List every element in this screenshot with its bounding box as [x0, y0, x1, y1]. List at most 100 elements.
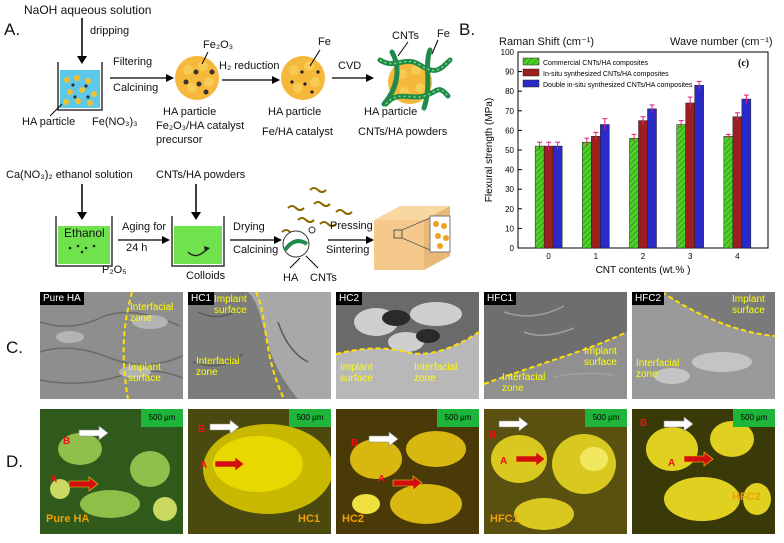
- hours-label: 24 h: [126, 242, 148, 254]
- y-tick-label: 60: [505, 126, 514, 135]
- fluo-label: HFC1: [490, 513, 519, 525]
- y-tick-label: 0: [510, 244, 515, 253]
- precursor-label: precursor: [156, 134, 203, 146]
- sem-tag: HFC2: [632, 292, 665, 305]
- fe-label-top: Fe: [318, 36, 331, 48]
- scale-bar: 500 μm: [585, 409, 627, 427]
- sem-tag: HFC1: [484, 292, 517, 305]
- sem-label-1: Interfacial zone: [130, 302, 174, 324]
- y-tick-label: 30: [505, 185, 514, 194]
- aging-label: Aging for: [122, 221, 167, 233]
- y-tick-label: 90: [505, 68, 514, 77]
- feno3-label: Fe(NO₃)₃: [92, 116, 138, 128]
- legend-swatch: [522, 57, 540, 66]
- drying-label: Drying: [233, 221, 265, 233]
- scale-bar: 500 μm: [141, 409, 183, 427]
- marker-b: B: [640, 418, 648, 429]
- chart-top-left-label: Raman Shift (cm⁻¹): [499, 36, 595, 48]
- sem-tag: HC2: [336, 292, 363, 305]
- ha-particle-label-1: HA particle: [22, 116, 76, 128]
- panel-letter-c: C.: [6, 338, 23, 357]
- fe2o3-catalyst-label: Fe₂O₃/HA catalyst: [156, 120, 245, 132]
- fluo-image-hfc2: 500 μm HFC2: [632, 409, 775, 534]
- legend-swatch: [522, 79, 540, 88]
- panel-letter-a: A.: [4, 20, 21, 39]
- scale-bar: 500 μm: [733, 409, 775, 427]
- sem-label-1: Implant surface: [584, 346, 617, 368]
- naoh-label: NaOH aqueous solution: [24, 3, 152, 17]
- sem-image-hfc1: HFC1 Implant surface Interfacial zone: [484, 292, 627, 399]
- sem-label-1: Implant surface: [732, 294, 765, 316]
- fe-catalyst-label: Fe/HA catalyst: [262, 126, 333, 138]
- y-tick-label: 50: [505, 146, 514, 155]
- fe2o3-label: Fe₂O₃: [203, 39, 234, 51]
- y-tick-label: 10: [505, 224, 514, 233]
- sem-label-2: Interfacial zone: [502, 372, 546, 394]
- fluo-label: HFC2: [732, 491, 761, 503]
- scheme-b-graphics: [55, 184, 451, 270]
- sem-label-2: Interfacial zone: [414, 362, 458, 384]
- y-tick-label: 40: [505, 166, 514, 175]
- scale-bar: 500 μm: [437, 409, 479, 427]
- x-tick-label: 3: [688, 252, 693, 261]
- legend-label: Double in-situ synthesized CNTs/HA compo…: [543, 82, 693, 89]
- marker-b: B: [63, 436, 71, 447]
- cnts-ha-powders-label: CNTs/HA powders: [156, 169, 246, 181]
- colloids-label: Colloids: [186, 270, 226, 282]
- scheme-a-graphics: [49, 18, 453, 117]
- x-axis-label: CNT contents (wt.% ): [596, 265, 691, 276]
- sintering-label: Sintering: [326, 244, 370, 256]
- cnts-powders-label: CNTs/HA powders: [358, 126, 448, 138]
- dripping-label: dripping: [90, 25, 130, 37]
- scale-bar: 500 μm: [289, 409, 331, 427]
- y-tick-label: 100: [501, 48, 515, 57]
- marker-a: A: [378, 474, 386, 485]
- ha-particle-label-3: HA particle: [268, 106, 322, 118]
- fluo-image-hfc1: 500 μm HFC1: [484, 409, 627, 534]
- sem-label-2: Interfacial zone: [196, 356, 240, 378]
- cano3-label: Ca(NO₃)₂ ethanol solution: [6, 169, 133, 181]
- ethanol-label: Ethanol: [64, 226, 105, 240]
- cnts-label: CNTs: [392, 30, 419, 42]
- ha-label: HA: [283, 272, 299, 284]
- calcining-label: Calcining: [113, 82, 159, 94]
- sem-label-1: Implant surface: [340, 362, 373, 384]
- panel-tag: (c): [738, 58, 749, 69]
- marker-a: A: [500, 456, 508, 467]
- sem-image-hc1: HC1 Implant surface Interfacial zone: [188, 292, 331, 399]
- fluo-label: HC2: [342, 513, 365, 525]
- legend-label: In-situ synthesized CNTs/HA composites: [543, 71, 669, 78]
- marker-a: A: [50, 474, 58, 485]
- cvd-label: CVD: [338, 60, 362, 72]
- sem-label-2: Interfacial zone: [636, 358, 680, 380]
- ha-particle-label-4: HA particle: [364, 106, 418, 118]
- y-tick-label: 20: [505, 205, 514, 214]
- sem-image-hfc2: HFC2 Implant surface Interfacial zone: [632, 292, 775, 399]
- y-tick-label: 80: [505, 87, 514, 96]
- fluo-image-hc1: 500 μm HC1: [188, 409, 331, 534]
- legend-label: Commercial CNTs/HA composites: [543, 60, 649, 67]
- filtering-label: Filtering: [113, 56, 153, 68]
- legend-swatch: [522, 68, 540, 77]
- x-tick-label: 2: [641, 252, 646, 261]
- ha-particle-label-2: HA particle: [163, 106, 217, 118]
- chart-top-right-label: Wave number (cm⁻¹): [670, 36, 773, 48]
- sem-label-2: Implant surface: [128, 362, 161, 384]
- marker-b: B: [198, 424, 206, 435]
- fluo-image-pure-ha: 500 μm Pure HA: [40, 409, 183, 534]
- y-axis-label: Flexural strength (MPa): [484, 98, 495, 202]
- fluo-image-hc2: 500 μm HC2: [336, 409, 479, 534]
- calcining-b-label: Calcining: [233, 244, 279, 256]
- h2-reduction-label: H₂ reduction: [219, 60, 280, 72]
- x-tick-label: 1: [594, 252, 599, 261]
- fluo-label: HC1: [298, 513, 321, 525]
- sem-image-hc2: HC2 Implant surface Interfacial zone: [336, 292, 479, 399]
- cnts-b-label: CNTs: [310, 272, 337, 284]
- sem-tag: Pure HA: [40, 292, 84, 305]
- x-tick-label: 0: [546, 252, 551, 261]
- marker-b: B: [351, 438, 359, 449]
- p2o5-label: P₂O₅: [102, 264, 127, 276]
- x-tick-label: 4: [735, 252, 740, 261]
